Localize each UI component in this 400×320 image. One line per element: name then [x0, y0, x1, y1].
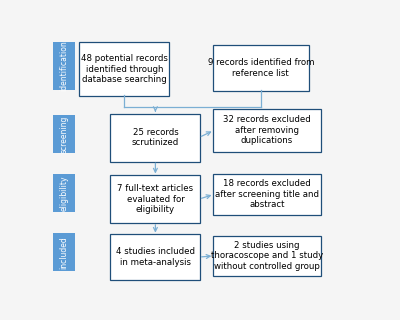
FancyBboxPatch shape — [213, 174, 321, 215]
FancyBboxPatch shape — [53, 233, 75, 271]
FancyBboxPatch shape — [213, 44, 309, 92]
Text: included: included — [60, 236, 68, 268]
Text: 25 records
scrutinized: 25 records scrutinized — [132, 128, 179, 147]
FancyBboxPatch shape — [110, 234, 200, 280]
Text: 32 records excluded
after removing
duplications: 32 records excluded after removing dupli… — [223, 115, 311, 145]
FancyBboxPatch shape — [53, 115, 75, 153]
Text: 9 records identified from
reference list: 9 records identified from reference list — [208, 58, 314, 78]
Text: 4 studies included
in meta-analysis: 4 studies included in meta-analysis — [116, 247, 195, 267]
Text: screening: screening — [60, 115, 68, 153]
FancyBboxPatch shape — [213, 236, 321, 276]
Text: 48 potential records
identified through
database searching: 48 potential records identified through … — [81, 54, 168, 84]
Text: 2 studies using
thoracoscope and 1 study
without controlled group: 2 studies using thoracoscope and 1 study… — [211, 241, 323, 271]
FancyBboxPatch shape — [53, 42, 75, 90]
FancyBboxPatch shape — [53, 174, 75, 212]
FancyBboxPatch shape — [110, 175, 200, 223]
Text: 7 full-text articles
evaluated for
eligibility: 7 full-text articles evaluated for eligi… — [117, 184, 194, 214]
FancyBboxPatch shape — [213, 108, 321, 152]
FancyBboxPatch shape — [80, 42, 169, 96]
Text: 18 records excluded
after screening title and
abstract: 18 records excluded after screening titl… — [215, 179, 319, 209]
Text: identification: identification — [60, 41, 68, 92]
Text: eligibility: eligibility — [60, 175, 68, 211]
FancyBboxPatch shape — [110, 114, 200, 162]
